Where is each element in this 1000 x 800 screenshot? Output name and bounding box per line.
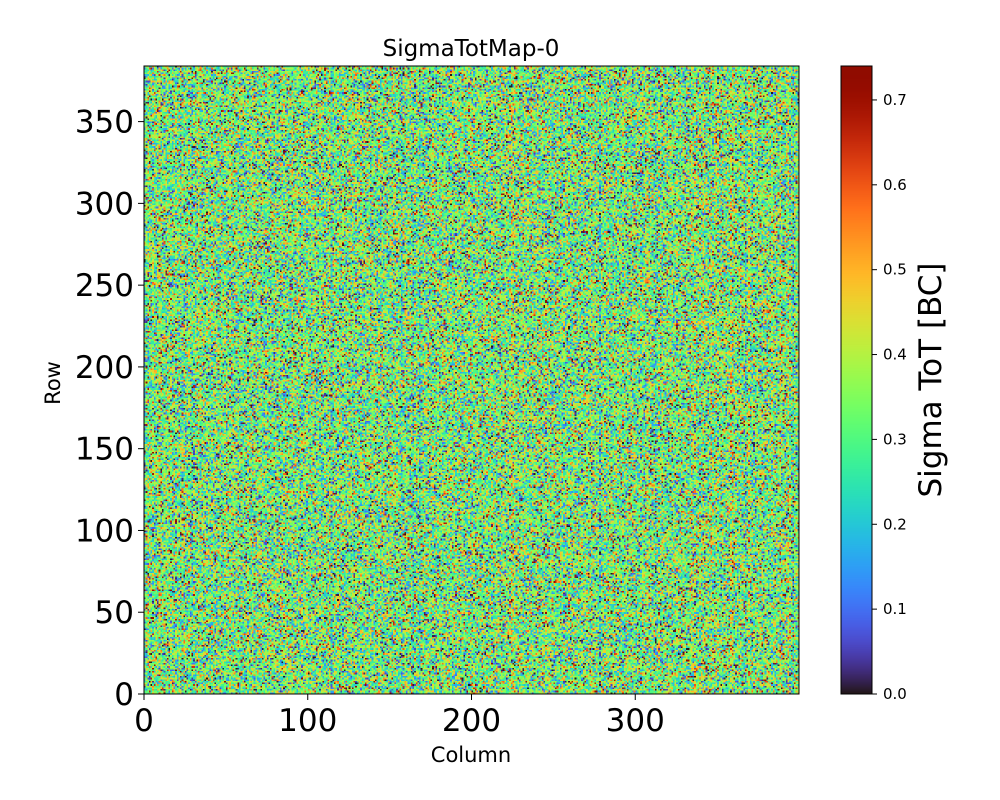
x-tick-label: 300: [606, 703, 665, 739]
colorbar-frame: [840, 65, 873, 695]
chart-title: SigmaTotMap-0: [383, 36, 560, 62]
plot-frame: [143, 65, 800, 695]
y-tick-label: 250: [75, 268, 134, 304]
x-axis: 0 100 200 300: [134, 694, 665, 739]
colorbar-tick-label: 0.0: [883, 685, 907, 703]
x-tick-label: 0: [134, 703, 154, 739]
colorbar-tick-label: 0.6: [883, 176, 907, 194]
colorbar-tick-label: 0.7: [883, 91, 907, 109]
colorbar-tick-label: 0.2: [883, 515, 907, 533]
x-tick-label: 100: [278, 703, 337, 739]
colorbar-tick-label: 0.1: [883, 600, 907, 618]
heatmap-image: [144, 66, 799, 694]
y-tick-label: 150: [75, 432, 134, 468]
x-axis-label: Column: [431, 743, 511, 767]
y-tick-label: 350: [75, 105, 134, 141]
y-tick-label: 200: [75, 350, 134, 386]
y-tick-label: 300: [75, 186, 134, 222]
colorbar-tick-label: 0.3: [883, 430, 907, 448]
colorbar-tick-label: 0.5: [883, 261, 907, 279]
y-tick-label: 50: [95, 595, 134, 631]
colorbar-gradient: [841, 66, 872, 694]
x-tick-label: 200: [442, 703, 501, 739]
y-axis-label: Row: [41, 361, 65, 405]
colorbar-label: Sigma ToT [BC]: [913, 263, 949, 498]
colorbar-axis: 0.0 0.1 0.2 0.3 0.4 0.5 0.6 0.7: [872, 91, 907, 703]
y-axis: 0 50 100 150 200 250 300 350: [75, 105, 144, 713]
y-tick-label: 100: [75, 513, 134, 549]
y-tick-label: 0: [114, 677, 134, 713]
colorbar-tick-label: 0.4: [883, 346, 907, 364]
